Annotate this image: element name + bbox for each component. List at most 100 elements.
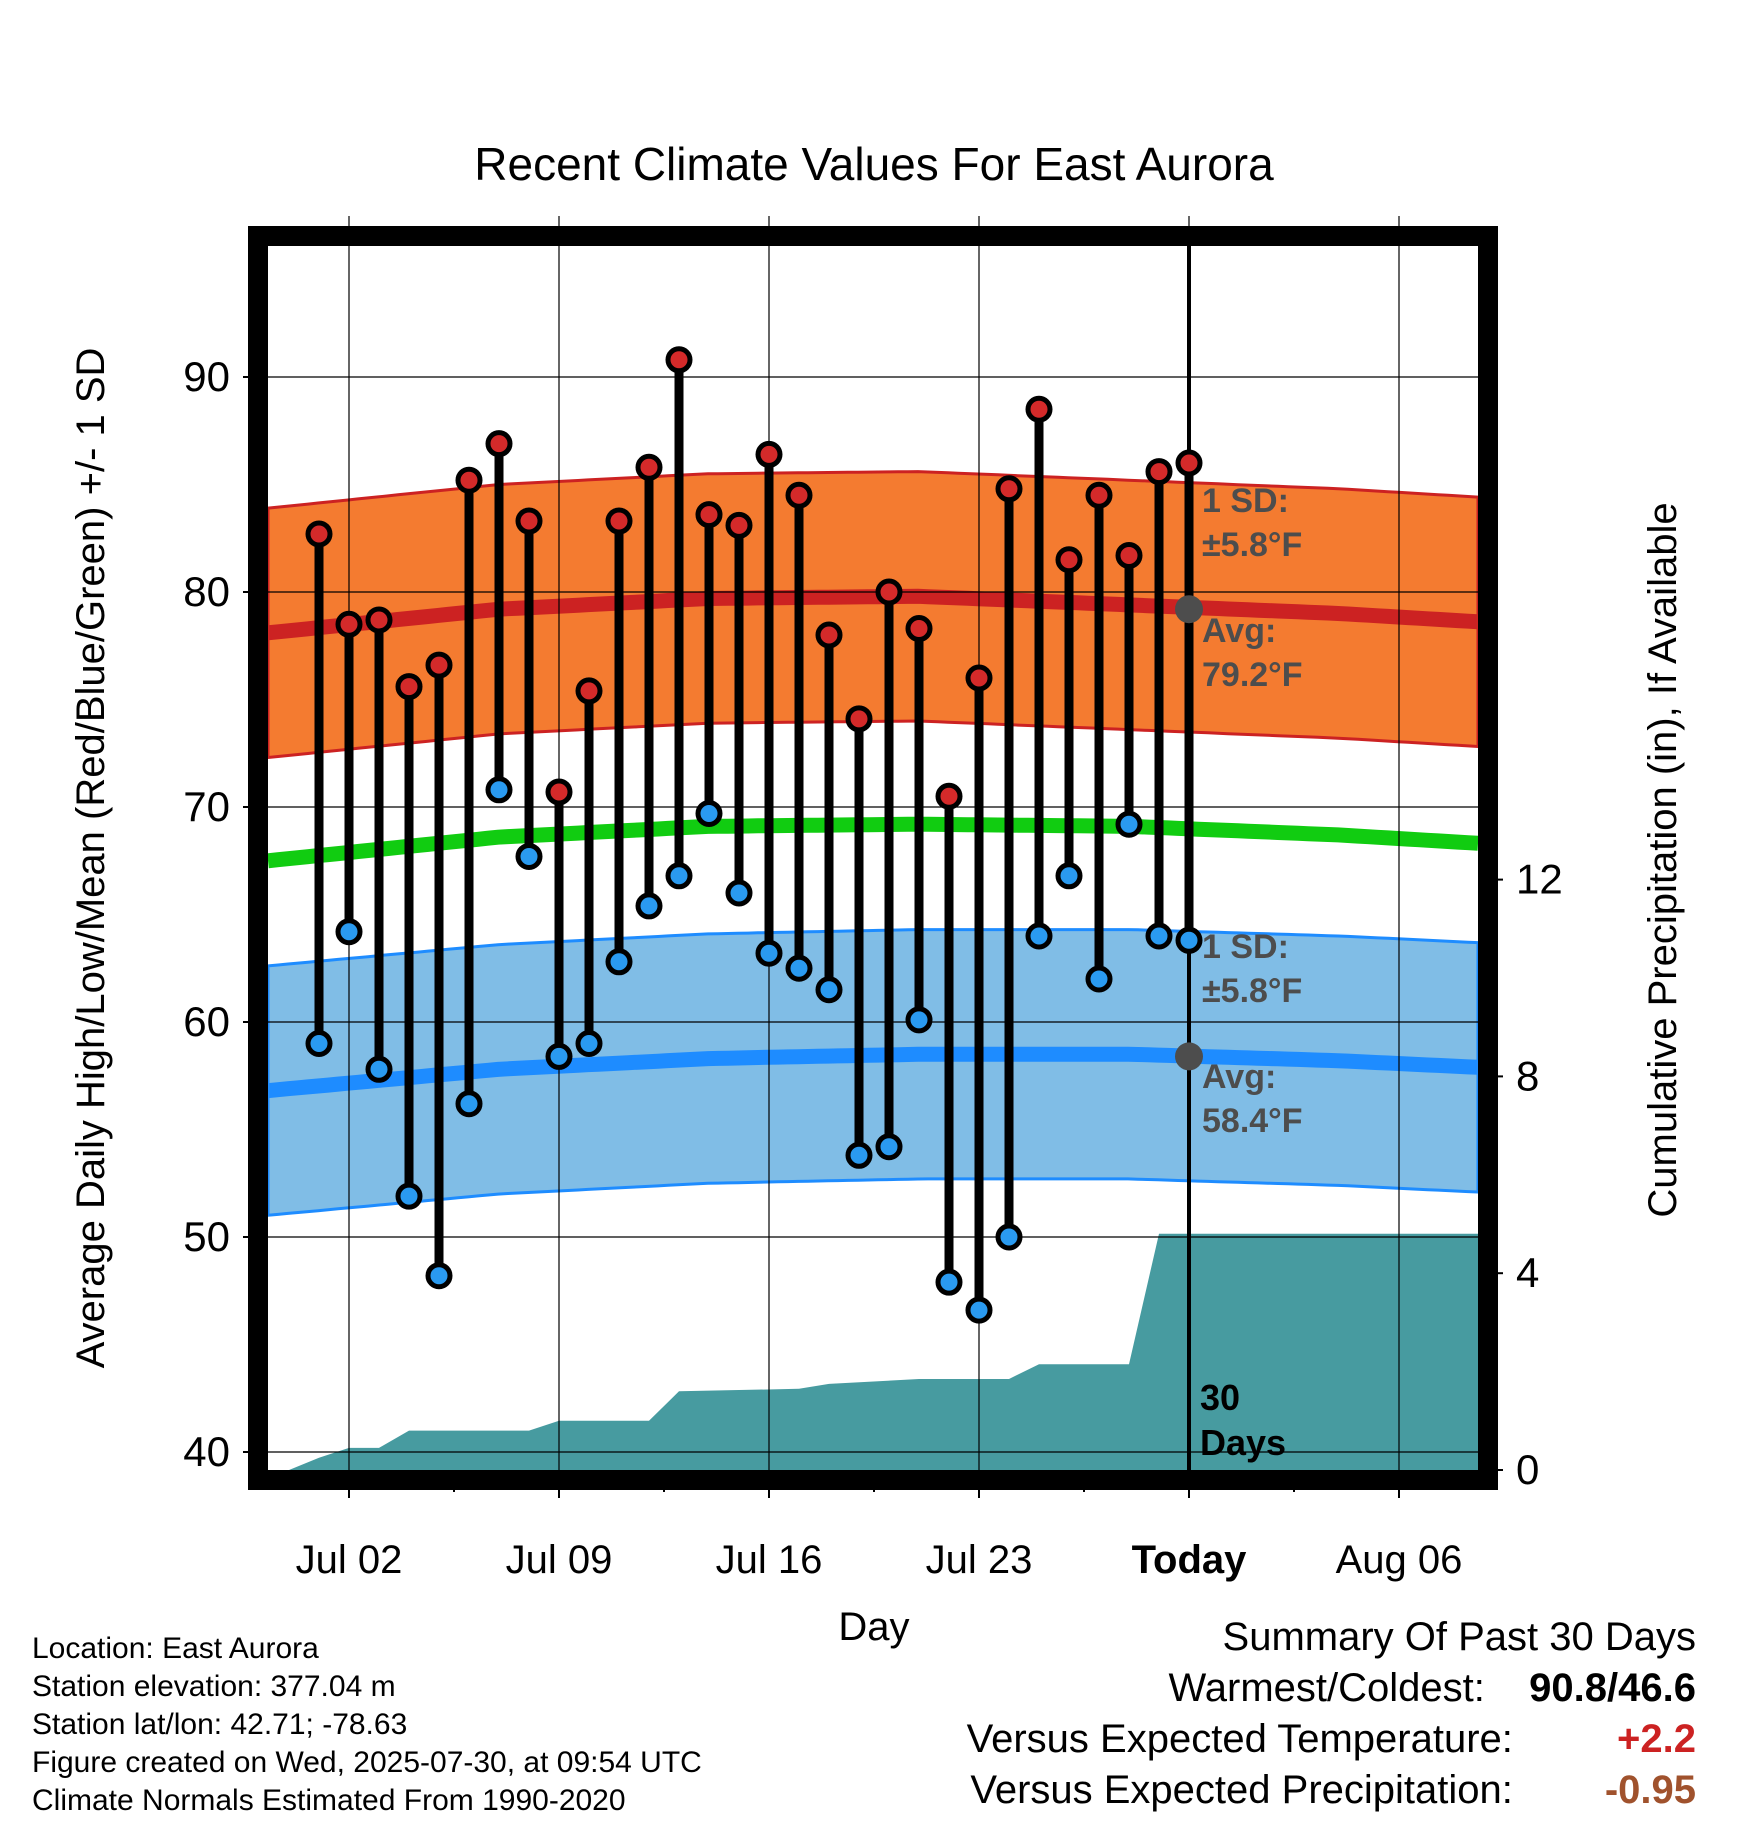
location-text: Location: East Aurora bbox=[32, 1632, 319, 1665]
high-marker bbox=[725, 511, 753, 539]
precip-value: -0.95 bbox=[1604, 1768, 1696, 1812]
plot-area bbox=[268, 470, 1478, 1470]
low-marker bbox=[365, 1055, 393, 1083]
created-text: Figure created on Wed, 2025-07-30, at 09… bbox=[32, 1746, 702, 1779]
high-marker bbox=[755, 440, 783, 468]
low-marker bbox=[575, 1030, 603, 1057]
y2-tick-label: 12 bbox=[1516, 856, 1563, 903]
low-marker bbox=[1145, 922, 1173, 950]
low-marker bbox=[875, 1133, 903, 1161]
high-marker bbox=[845, 705, 873, 733]
high-marker bbox=[665, 346, 693, 374]
low-avg-value: 58.4°F bbox=[1202, 1102, 1303, 1140]
normals-text: Climate Normals Estimated From 1990-2020 bbox=[32, 1784, 626, 1817]
high-avg-label: Avg: bbox=[1202, 612, 1276, 650]
y-tick-label: 80 bbox=[183, 568, 230, 615]
low-marker bbox=[425, 1262, 453, 1290]
x-tick-label: Jul 09 bbox=[506, 1538, 613, 1582]
x-tick-label: Jul 23 bbox=[926, 1538, 1033, 1582]
low-marker bbox=[1085, 965, 1113, 993]
high-marker bbox=[1085, 481, 1113, 509]
low-marker bbox=[455, 1090, 483, 1118]
high-marker bbox=[1055, 546, 1083, 574]
x-tick-label: Jul 16 bbox=[716, 1538, 823, 1582]
high-marker bbox=[965, 664, 993, 692]
low-marker bbox=[605, 948, 633, 976]
x-tick-label: Today bbox=[1132, 1538, 1248, 1582]
low-sd-value: ±5.8°F bbox=[1202, 972, 1302, 1010]
low-marker bbox=[1025, 922, 1053, 950]
low-marker bbox=[965, 1296, 993, 1324]
high-marker bbox=[545, 778, 573, 806]
days-word-label: Days bbox=[1200, 1422, 1286, 1463]
high-marker bbox=[575, 677, 603, 705]
high-marker bbox=[515, 507, 543, 535]
low-marker bbox=[1115, 810, 1143, 838]
high-marker bbox=[875, 578, 903, 606]
high-sd-value: ±5.8°F bbox=[1202, 526, 1302, 564]
high-sd-label: 1 SD: bbox=[1202, 482, 1289, 520]
precip-row: Versus Expected Precipitation: -0.95 bbox=[967, 1765, 1696, 1816]
warm-cold-label: Warmest/Coldest: bbox=[1168, 1666, 1485, 1710]
low-marker bbox=[695, 799, 723, 827]
high-marker bbox=[1145, 458, 1173, 486]
y-tick-label: 60 bbox=[183, 998, 230, 1045]
latlon-text: Station lat/lon: 42.71; -78.63 bbox=[32, 1708, 408, 1741]
summary-heading: Summary Of Past 30 Days bbox=[1222, 1615, 1696, 1659]
low-marker bbox=[1055, 862, 1083, 890]
high-marker bbox=[365, 606, 393, 634]
low-marker bbox=[665, 862, 693, 890]
chart-title: Recent Climate Values For East Aurora bbox=[474, 138, 1274, 190]
low-marker bbox=[725, 879, 753, 907]
y-axis-label: Average Daily High/Low/Mean (Red/Blue/Gr… bbox=[69, 348, 113, 1369]
y-tick-label: 70 bbox=[183, 783, 230, 830]
low-marker bbox=[905, 1006, 933, 1034]
high-marker bbox=[635, 453, 663, 481]
x-axis-label: Day bbox=[838, 1605, 909, 1649]
elevation-text: Station elevation: 377.04 m bbox=[32, 1670, 396, 1703]
high-marker bbox=[1175, 449, 1203, 477]
low-marker bbox=[395, 1182, 423, 1210]
high-marker bbox=[1025, 395, 1053, 423]
warm-cold-row: Warmest/Coldest: 90.8/46.6 bbox=[967, 1663, 1697, 1714]
high-marker bbox=[425, 651, 453, 679]
precip-label: Versus Expected Precipitation: bbox=[970, 1768, 1513, 1812]
low-marker bbox=[335, 918, 363, 946]
low-marker bbox=[1175, 926, 1203, 954]
y-tick-label: 90 bbox=[183, 353, 230, 400]
low-marker bbox=[305, 1030, 333, 1057]
temp-value: +2.2 bbox=[1617, 1717, 1696, 1761]
high-marker bbox=[485, 430, 513, 458]
temp-label: Versus Expected Temperature: bbox=[966, 1717, 1513, 1761]
low-marker bbox=[545, 1042, 573, 1070]
high-marker bbox=[695, 501, 723, 529]
y-tick-label: 50 bbox=[183, 1213, 230, 1260]
y2-tick-label: 8 bbox=[1516, 1052, 1539, 1099]
warm-cold-value: 90.8/46.6 bbox=[1529, 1666, 1696, 1710]
high-marker bbox=[935, 782, 963, 810]
high-marker bbox=[905, 615, 933, 643]
low-avg-marker bbox=[1175, 1042, 1203, 1071]
y2-tick-label: 4 bbox=[1516, 1249, 1539, 1296]
low-marker bbox=[995, 1223, 1023, 1251]
station-info: Location: East Aurora Station elevation:… bbox=[32, 1630, 702, 1820]
normal-mean-line bbox=[268, 816, 1478, 869]
low-marker bbox=[845, 1141, 873, 1169]
high-marker bbox=[305, 520, 333, 548]
high-marker bbox=[995, 475, 1023, 503]
high-avg-value: 79.2°F bbox=[1202, 656, 1303, 694]
high-marker bbox=[785, 481, 813, 509]
high-marker bbox=[815, 621, 843, 649]
low-sd-band bbox=[268, 928, 1478, 1217]
low-marker bbox=[635, 892, 663, 920]
low-sd-label: 1 SD: bbox=[1202, 928, 1289, 966]
high-marker bbox=[335, 610, 363, 638]
x-tick-label: Jul 02 bbox=[296, 1538, 403, 1582]
low-marker bbox=[815, 976, 843, 1004]
high-marker bbox=[395, 673, 423, 701]
low-avg-label: Avg: bbox=[1202, 1058, 1276, 1096]
low-marker bbox=[785, 954, 813, 982]
low-marker bbox=[755, 939, 783, 967]
low-marker bbox=[515, 842, 543, 870]
